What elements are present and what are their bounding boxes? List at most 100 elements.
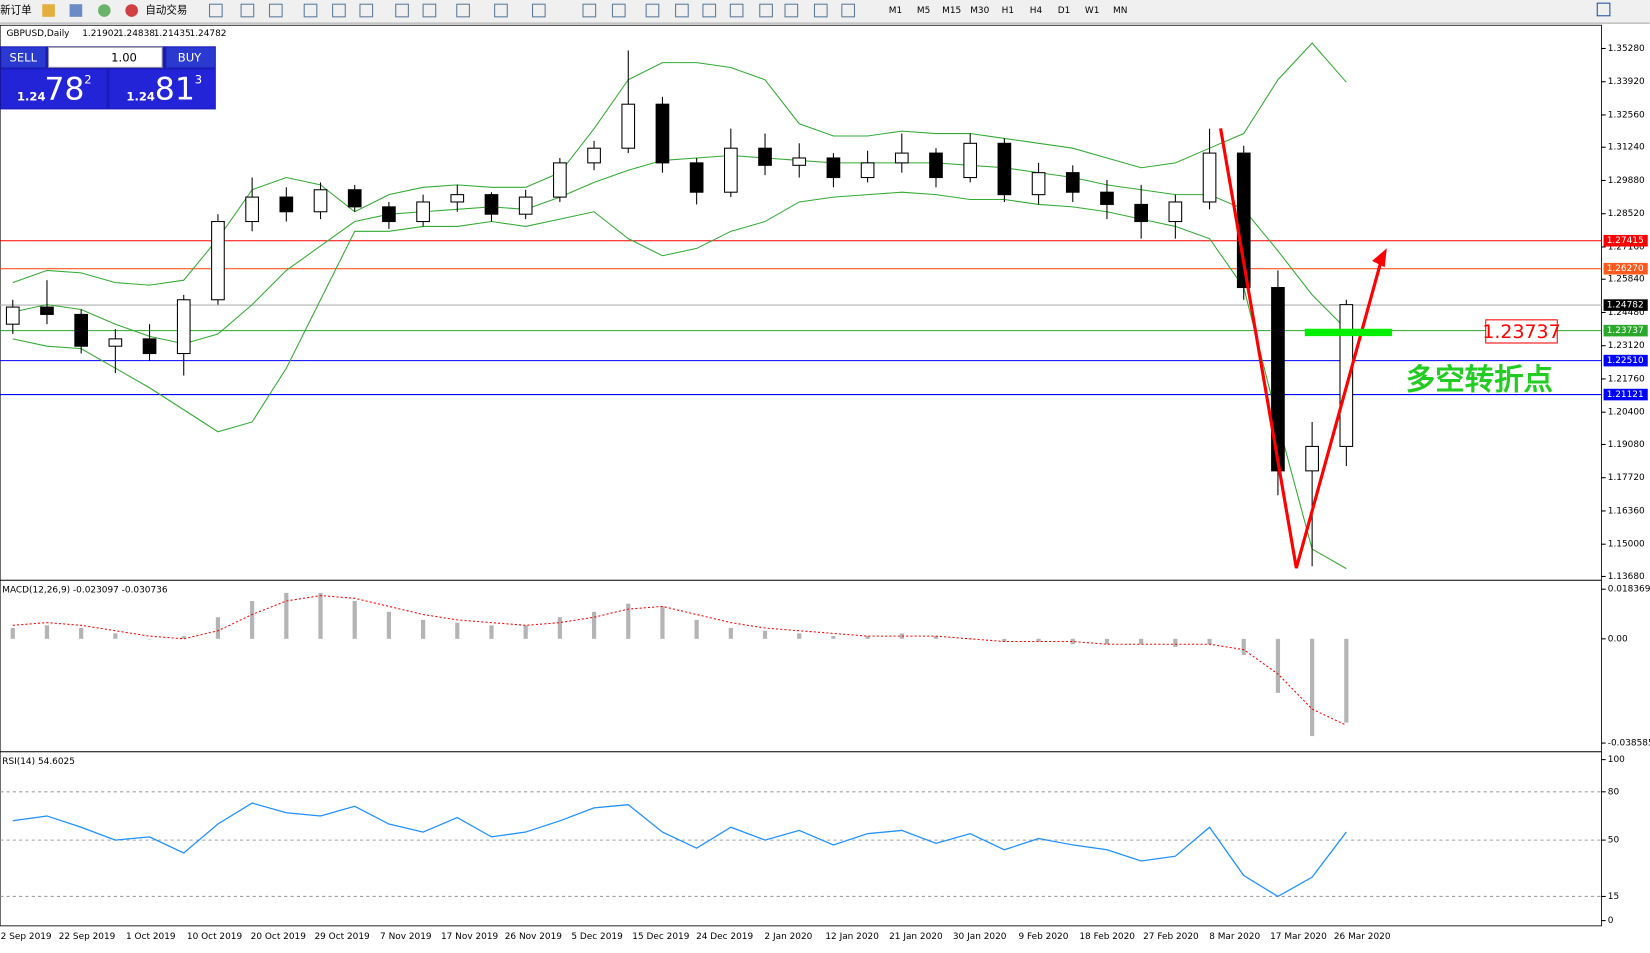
- macd-bar: [899, 633, 904, 639]
- y-tick-label: 1.16360: [1608, 506, 1645, 516]
- buy-button[interactable]: [166, 47, 215, 68]
- tool-icon[interactable]: [303, 3, 318, 18]
- price-prefix: 1.24: [126, 89, 155, 103]
- lot-input[interactable]: [48, 46, 163, 68]
- tool-icon[interactable]: [611, 3, 626, 18]
- tool-icon[interactable]: [494, 3, 508, 18]
- candle-body: [518, 196, 533, 215]
- bollinger-band: [12, 155, 1347, 345]
- price-level-box: [1603, 324, 1648, 337]
- sell-button[interactable]: [1, 47, 46, 68]
- x-tick-label: 2 Jan 2020: [764, 932, 812, 942]
- y-tick-label: 1.19080: [1608, 440, 1645, 450]
- candle-body: [860, 162, 875, 179]
- timeframe-button[interactable]: MN: [1113, 6, 1127, 16]
- tool-icon[interactable]: [729, 3, 744, 18]
- timeframe-button[interactable]: M15: [942, 6, 961, 16]
- y-tick-label: -0.038585: [1608, 739, 1650, 749]
- macd-bar: [1002, 638, 1007, 642]
- candle-body: [382, 206, 396, 223]
- macd-bar: [865, 636, 870, 639]
- price-level-label: 1.27415: [1607, 236, 1644, 246]
- tool-icon[interactable]: [702, 3, 717, 18]
- tool-icon[interactable]: [645, 3, 660, 18]
- y-tick-label: 100: [1608, 755, 1625, 765]
- icon[interactable]: [69, 4, 83, 17]
- arrow-head: [1372, 248, 1387, 268]
- tool-icon[interactable]: [208, 3, 223, 18]
- timeframe-button[interactable]: H4: [1030, 6, 1043, 16]
- candle-body: [1305, 445, 1319, 472]
- icon[interactable]: [42, 4, 55, 17]
- macd-bar: [797, 633, 802, 639]
- candle-body: [108, 338, 123, 347]
- price-level-label: 1.26270: [1607, 264, 1644, 274]
- macd-bar: [1344, 638, 1349, 723]
- price-level-box: [1603, 388, 1648, 401]
- tool-icon[interactable]: [675, 3, 689, 18]
- macd-bar: [318, 592, 323, 639]
- y-tick-label: 1.13680: [1608, 572, 1645, 582]
- tool-icon[interactable]: [456, 3, 470, 18]
- tool-icon[interactable]: [395, 3, 409, 18]
- tool-icon[interactable]: [841, 3, 855, 18]
- macd-bar: [591, 611, 597, 639]
- x-tick-label: 21 Jan 2020: [889, 932, 943, 942]
- timeframe-button[interactable]: D1: [1058, 6, 1071, 16]
- search-icon[interactable]: [1596, 2, 1611, 17]
- sell-price-box[interactable]: [1, 69, 107, 109]
- buy-label[interactable]: BUY: [178, 50, 202, 64]
- tool-icon[interactable]: [268, 3, 283, 18]
- rsi-title: RSI(14) 54.6025: [2, 757, 75, 767]
- candle-body: [142, 338, 157, 355]
- timeframe-button[interactable]: M1: [889, 6, 902, 16]
- candle-body: [1134, 203, 1148, 223]
- sell-label[interactable]: SELL: [10, 50, 38, 64]
- x-tick-label: 22 Sep 2019: [59, 932, 116, 942]
- y-tick-label: 1.20400: [1608, 408, 1645, 418]
- lot-value[interactable]: 1.00: [111, 50, 137, 64]
- x-tick-label: 17 Nov 2019: [441, 932, 499, 942]
- y-tick-label: 0.018369: [1608, 585, 1650, 595]
- macd-bar: [626, 603, 631, 639]
- tool-icon[interactable]: [759, 3, 773, 18]
- new-order-button[interactable]: 新订单: [0, 4, 32, 17]
- buy-price-box[interactable]: [109, 69, 215, 109]
- tool-icon[interactable]: [813, 3, 828, 18]
- macd-bar: [1104, 638, 1110, 645]
- timeframe-button[interactable]: M30: [970, 6, 989, 16]
- macd-bar: [147, 638, 152, 640]
- y-tick-label: 80: [1608, 787, 1620, 797]
- timeframe-button[interactable]: W1: [1085, 6, 1100, 16]
- tool-icon[interactable]: [332, 3, 346, 18]
- tool-icon[interactable]: [784, 3, 799, 18]
- macd-bar: [386, 611, 392, 639]
- x-tick-label: 1 Oct 2019: [126, 932, 176, 942]
- tool-icon[interactable]: [359, 3, 374, 18]
- macd-bar: [1241, 638, 1246, 656]
- tool-icon[interactable]: [422, 3, 437, 18]
- price-level-box: [1603, 299, 1648, 311]
- price-level-box: [1603, 262, 1648, 275]
- auto-trade-button[interactable]: 自动交易: [145, 4, 187, 17]
- macd-bar: [1070, 638, 1075, 645]
- candle-body: [5, 306, 20, 325]
- timeframe-button[interactable]: H1: [1002, 6, 1014, 16]
- candle-body: [176, 299, 191, 355]
- price-main: 78: [44, 71, 84, 107]
- tool-icon[interactable]: [531, 3, 546, 18]
- candle-body: [40, 306, 54, 315]
- x-tick-label: 26 Mar 2020: [1334, 932, 1391, 942]
- tool-icon[interactable]: [582, 3, 597, 18]
- macd-title: MACD(12,26,9) -0.023097 -0.030736: [2, 586, 168, 596]
- icon[interactable]: [97, 4, 111, 17]
- candle-body: [74, 313, 88, 347]
- price-level-label: 1.21121: [1607, 390, 1644, 400]
- icon[interactable]: [125, 4, 138, 17]
- timeframe-button[interactable]: M5: [917, 6, 930, 16]
- macd-bar: [728, 628, 733, 639]
- tool-icon[interactable]: [240, 3, 255, 18]
- price-level-box: [1603, 234, 1648, 247]
- macd-bar: [420, 619, 426, 639]
- macd-bar: [1173, 638, 1178, 647]
